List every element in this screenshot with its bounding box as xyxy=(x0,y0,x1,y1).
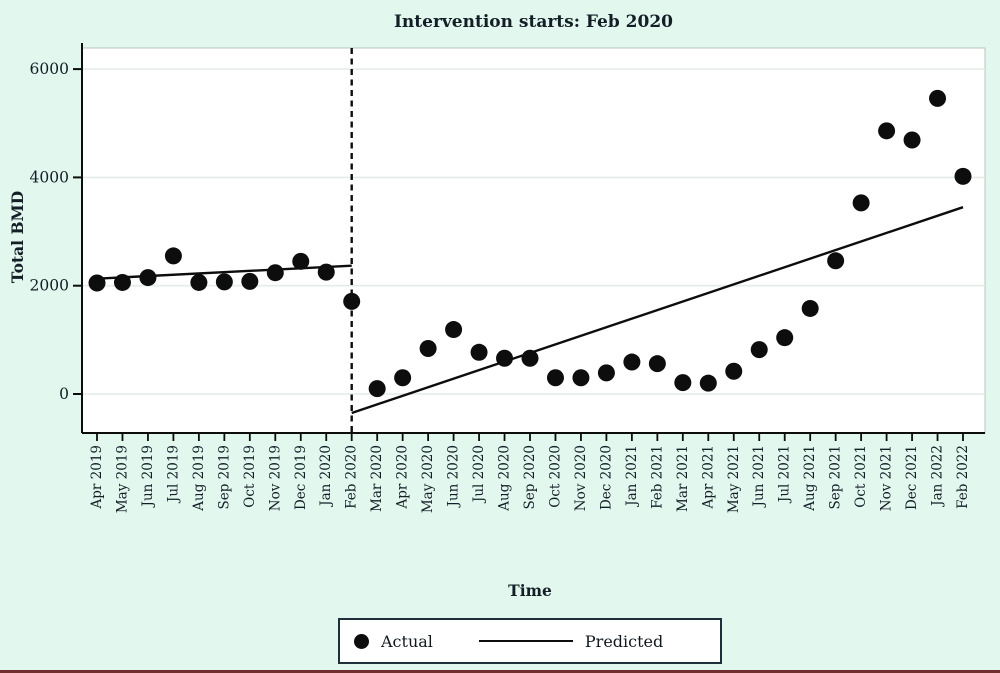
data-point xyxy=(343,292,361,310)
x-tick-label: Feb 2022 xyxy=(955,445,971,509)
data-point xyxy=(954,167,972,185)
data-point xyxy=(801,299,819,317)
data-point xyxy=(750,341,768,359)
x-tick-label: Dec 2019 xyxy=(293,445,309,510)
legend-label-predicted: Predicted xyxy=(584,631,664,651)
x-tick-label: Jan 2022 xyxy=(930,445,946,508)
plot-area: 0 2000 4000 6000 Apr 2019 May 2019 Jun 2019 Jul… xyxy=(30,43,986,513)
data-point xyxy=(215,273,233,291)
data-point xyxy=(623,353,641,371)
actual-dot-marker-icon xyxy=(354,633,369,649)
x-tick-label: Jan 2021 xyxy=(624,445,640,508)
y-axis-ticks: 0 2000 4000 6000 xyxy=(30,60,82,403)
x-tick-label: Jun 2020 xyxy=(446,445,462,508)
x-tick-label: Dec 2021 xyxy=(904,445,920,510)
data-point xyxy=(139,269,157,287)
data-point xyxy=(903,131,921,149)
x-tick-label: Apr 2019 xyxy=(89,445,105,510)
y-tick-label: 2000 xyxy=(30,277,69,295)
x-tick-label: May 2020 xyxy=(420,445,436,513)
data-point xyxy=(241,272,259,290)
x-tick-label: Apr 2020 xyxy=(395,445,411,510)
legend: Actual Predicted xyxy=(338,618,722,664)
data-point xyxy=(368,380,386,398)
x-tick-label: Jan 2020 xyxy=(318,445,334,508)
data-point xyxy=(852,194,870,212)
plot-background xyxy=(81,47,986,434)
data-point xyxy=(164,247,182,265)
data-point xyxy=(699,374,717,392)
actual-points xyxy=(88,89,972,398)
x-tick-label: Sep 2020 xyxy=(522,445,538,510)
data-point xyxy=(394,369,412,387)
chart-title: Intervention starts: Feb 2020 xyxy=(393,12,673,32)
x-tick-label: Nov 2019 xyxy=(267,445,283,511)
x-tick-label: Aug 2020 xyxy=(497,445,513,512)
legend-label-actual: Actual xyxy=(381,631,433,651)
data-point xyxy=(546,369,564,387)
predicted-line-marker-icon xyxy=(478,640,573,642)
data-point xyxy=(292,252,310,270)
data-point xyxy=(827,252,845,270)
data-point xyxy=(419,340,437,358)
data-point xyxy=(725,362,743,380)
data-point xyxy=(190,273,208,291)
data-point xyxy=(929,89,947,107)
x-tick-label: Jul 2019 xyxy=(165,445,181,504)
data-point xyxy=(597,364,615,382)
x-tick-label: Jul 2021 xyxy=(777,445,793,504)
x-axis-ticks: Apr 2019 May 2019 Jun 2019 Jul 2019 Aug 2019… xyxy=(89,433,971,513)
x-tick-label: Oct 2021 xyxy=(853,445,869,508)
predicted-line-post xyxy=(351,206,964,415)
data-point xyxy=(674,374,692,392)
x-tick-label: Jun 2021 xyxy=(751,445,767,508)
data-point xyxy=(113,273,131,291)
predicted-line-pre xyxy=(96,264,352,280)
x-axis-title: Time xyxy=(508,581,552,600)
x-tick-label: Feb 2020 xyxy=(344,445,360,509)
data-point xyxy=(266,264,284,282)
data-point xyxy=(776,329,794,347)
gridlines xyxy=(82,68,985,395)
x-tick-label: Mar 2021 xyxy=(675,445,691,512)
x-tick-label: Jul 2020 xyxy=(471,445,487,504)
x-tick-label: Nov 2020 xyxy=(573,445,589,511)
y-tick-label: 0 xyxy=(59,385,69,403)
x-tick-label: Sep 2019 xyxy=(216,445,232,510)
y-tick-label: 4000 xyxy=(30,168,69,186)
x-tick-label: May 2019 xyxy=(114,445,130,513)
x-tick-label: Apr 2021 xyxy=(700,445,716,510)
figure-bottom-border xyxy=(0,670,1000,673)
data-point xyxy=(470,343,488,361)
data-point xyxy=(572,369,590,387)
x-tick-label: Nov 2021 xyxy=(879,445,895,511)
data-point xyxy=(445,321,463,339)
x-tick-label: Oct 2020 xyxy=(547,445,563,508)
x-tick-label: Mar 2020 xyxy=(369,445,385,512)
x-tick-label: Jun 2019 xyxy=(140,445,156,508)
data-point xyxy=(88,274,106,292)
x-tick-label: Aug 2021 xyxy=(802,445,818,512)
x-tick-label: Oct 2019 xyxy=(242,445,258,508)
data-point xyxy=(496,349,514,367)
x-tick-label: Sep 2021 xyxy=(828,445,844,510)
x-tick-label: Aug 2019 xyxy=(191,445,207,512)
x-tick-label: Dec 2020 xyxy=(598,445,614,510)
data-point xyxy=(521,349,539,367)
data-point xyxy=(317,263,335,281)
y-tick-label: 6000 xyxy=(30,60,69,78)
x-tick-label: Feb 2021 xyxy=(649,445,665,509)
x-tick-label: May 2021 xyxy=(726,445,742,513)
data-point xyxy=(878,122,896,140)
data-point xyxy=(648,355,666,373)
